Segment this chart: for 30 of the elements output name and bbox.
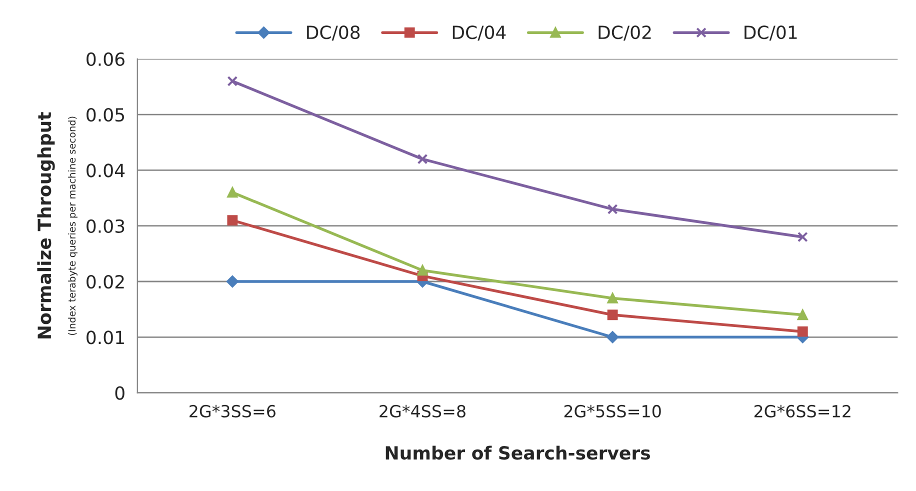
point xyxy=(417,265,428,276)
x-tick-label: 2G*6SS=12 xyxy=(754,404,850,418)
y-tick-label: 0.06 xyxy=(86,52,124,66)
y-tick-label: 0.03 xyxy=(86,219,124,233)
y-tick-label: 0 xyxy=(115,386,124,400)
point xyxy=(226,276,238,288)
x-tick-label: 2G*3SS=6 xyxy=(190,404,276,418)
point xyxy=(607,204,618,214)
point xyxy=(607,292,618,304)
x-axis-title: Number of Search-servers xyxy=(386,446,650,460)
x-tick-label: 2G*4SS=8 xyxy=(380,404,466,418)
y-tick-label: 0.04 xyxy=(86,164,125,178)
point xyxy=(607,310,618,320)
point xyxy=(797,326,808,337)
legend-label: DC/04 xyxy=(452,26,506,41)
y-tick-label: 0.02 xyxy=(86,274,124,289)
legend-label: DC/02 xyxy=(598,26,651,41)
y-tick-label: 0.01 xyxy=(86,330,124,344)
legend-label: DC/01 xyxy=(744,26,797,41)
point xyxy=(606,331,619,344)
point xyxy=(417,154,428,164)
point xyxy=(797,310,808,320)
point xyxy=(227,215,238,226)
point xyxy=(227,187,238,198)
x-tick-label: 2G*5SS=10 xyxy=(564,404,661,418)
y-tick-label: 0.05 xyxy=(86,108,124,122)
y-axis-title: Normalize Throughput (Index terabyte queries per machine second) xyxy=(37,112,78,338)
point xyxy=(227,76,238,86)
point xyxy=(797,232,808,242)
legend-label: DC/08 xyxy=(307,26,360,41)
